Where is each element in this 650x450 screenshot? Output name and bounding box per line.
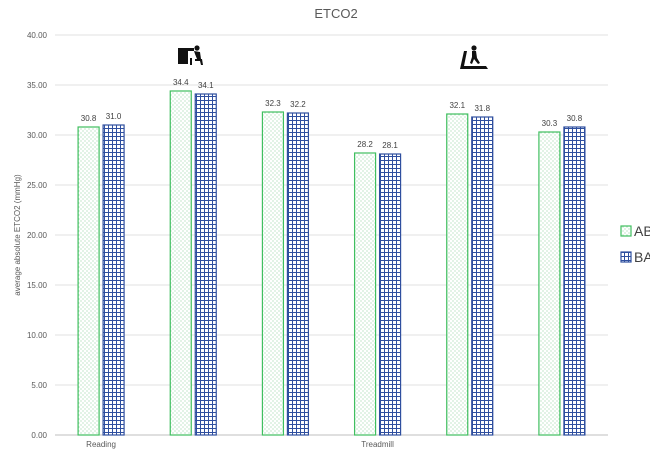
bar-ab xyxy=(538,131,561,436)
treadmill-icon xyxy=(460,45,488,69)
gridlines xyxy=(55,34,608,436)
bar-ab xyxy=(169,90,192,436)
x-tick-label: Treadmill xyxy=(361,440,394,449)
bar-ab xyxy=(261,111,285,436)
data-label: 32.2 xyxy=(290,100,306,109)
legend-label: BA xyxy=(634,249,650,265)
data-label: 32.3 xyxy=(265,99,281,108)
data-label: 28.1 xyxy=(382,141,398,150)
y-tick-labels: 0.00 5.00 10.00 15.00 20.00 25.00 30.00 35.00 40… xyxy=(27,31,48,440)
x-tick-labels: Reading Treadmill xyxy=(86,440,394,449)
bar-ab xyxy=(353,152,377,436)
bar-ab xyxy=(446,113,469,436)
y-tick-label: 35.00 xyxy=(27,81,48,90)
legend-swatch-ab xyxy=(620,225,632,237)
y-tick-label: 30.00 xyxy=(27,131,48,140)
bar-ba xyxy=(378,153,402,436)
bar-ba xyxy=(194,93,217,436)
data-label: 30.8 xyxy=(567,114,583,123)
data-label: 30.8 xyxy=(81,114,97,123)
data-labels: 30.8 34.4 32.3 28.2 32.1 30.3 31.0 34.1 32.2 28.1… xyxy=(81,78,583,150)
data-label: 28.2 xyxy=(357,140,373,149)
bar-ba xyxy=(471,116,494,436)
y-tick-label: 40.00 xyxy=(27,31,48,40)
data-label: 32.1 xyxy=(449,101,465,110)
bar-ab xyxy=(77,126,100,436)
chart-title: ETCO2 xyxy=(314,6,357,21)
legend-swatch-ba xyxy=(620,251,632,263)
y-tick-label: 0.00 xyxy=(31,431,47,440)
y-tick-label: 5.00 xyxy=(31,381,47,390)
bars xyxy=(77,90,586,436)
data-label: 31.8 xyxy=(474,104,490,113)
y-tick-label: 20.00 xyxy=(27,231,48,240)
y-tick-label: 10.00 xyxy=(27,331,48,340)
data-label: 30.3 xyxy=(542,119,558,128)
bar-ba xyxy=(102,124,125,436)
y-tick-label: 15.00 xyxy=(27,281,48,290)
y-axis-label: average absolute ETCO2 (mmHg) xyxy=(13,174,22,296)
legend: AB BA xyxy=(620,223,650,265)
bar-ba xyxy=(563,126,586,436)
data-label: 31.0 xyxy=(106,112,122,121)
legend-label: AB xyxy=(634,223,650,239)
data-label: 34.1 xyxy=(198,81,214,90)
x-tick-label: Reading xyxy=(86,440,116,449)
bar-ba xyxy=(286,112,310,436)
desk-reading-icon xyxy=(178,45,203,65)
y-tick-label: 25.00 xyxy=(27,181,48,190)
data-label: 34.4 xyxy=(173,78,189,87)
